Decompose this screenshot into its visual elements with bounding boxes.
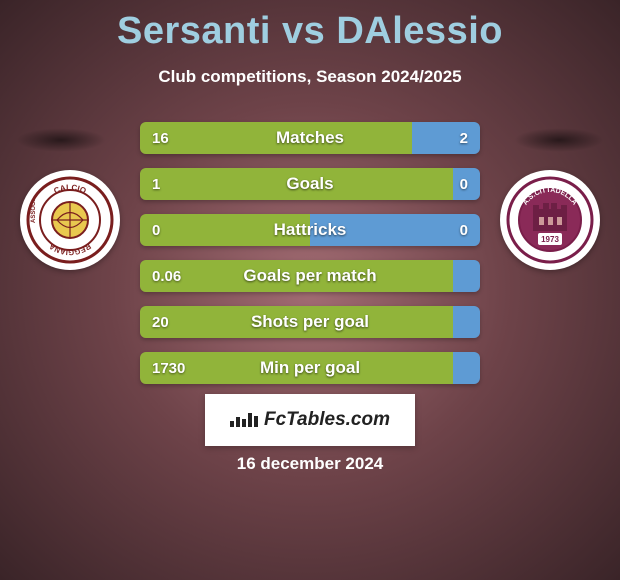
stat-bar-row: Matches16 2 (140, 122, 480, 154)
stat-bar-value-right: 2 (460, 122, 468, 154)
fctables-logo: FcTables.com (205, 394, 415, 446)
stat-bar-label: Goals (140, 168, 480, 200)
team-badge-left: CALCIO REGGIANA ASSOC. (20, 170, 120, 270)
stat-bar-value-right: 0 (460, 214, 468, 246)
svg-text:ASSOC.: ASSOC. (31, 200, 37, 223)
bars-icon (230, 413, 258, 427)
stat-bar-row: Hattricks0 0 (140, 214, 480, 246)
stat-bar-row: Min per goal1730 (140, 352, 480, 384)
stat-bar-label: Goals per match (140, 260, 480, 292)
stat-bar-value-left: 20 (152, 306, 169, 338)
stat-bar-row: Goals per match0.06 (140, 260, 480, 292)
stat-bars: Matches162Goals10Hattricks00Goals per ma… (140, 122, 480, 398)
stat-bar-value-left: 0.06 (152, 260, 181, 292)
stat-bar-label: Min per goal (140, 352, 480, 384)
shadow-right (514, 128, 604, 152)
comparison-card: Sersanti vs DAlessio Club competitions, … (0, 0, 620, 580)
svg-text:1973: 1973 (541, 235, 559, 244)
reggiana-crest-icon: CALCIO REGGIANA ASSOC. (25, 175, 115, 265)
stat-bar-value-right: 0 (460, 168, 468, 200)
stat-bar-label: Hattricks (140, 214, 480, 246)
shadow-left (16, 128, 106, 152)
stat-bar-value-left: 1 (152, 168, 160, 200)
stat-bar-value-left: 1730 (152, 352, 185, 384)
stat-bar-value-left: 0 (152, 214, 160, 246)
team-badge-right: A.S.CITTADELLA 1973 (500, 170, 600, 270)
stat-bar-row: Goals1 0 (140, 168, 480, 200)
date-text: 16 december 2024 (0, 454, 620, 474)
logo-text: FcTables.com (264, 409, 390, 431)
stat-bar-value-left: 16 (152, 122, 169, 154)
cittadella-crest-icon: A.S.CITTADELLA 1973 (505, 175, 595, 265)
page-title: Sersanti vs DAlessio (0, 0, 620, 53)
subtitle: Club competitions, Season 2024/2025 (0, 67, 620, 87)
stat-bar-label: Matches (140, 122, 480, 154)
stat-bar-row: Shots per goal20 (140, 306, 480, 338)
stat-bar-label: Shots per goal (140, 306, 480, 338)
